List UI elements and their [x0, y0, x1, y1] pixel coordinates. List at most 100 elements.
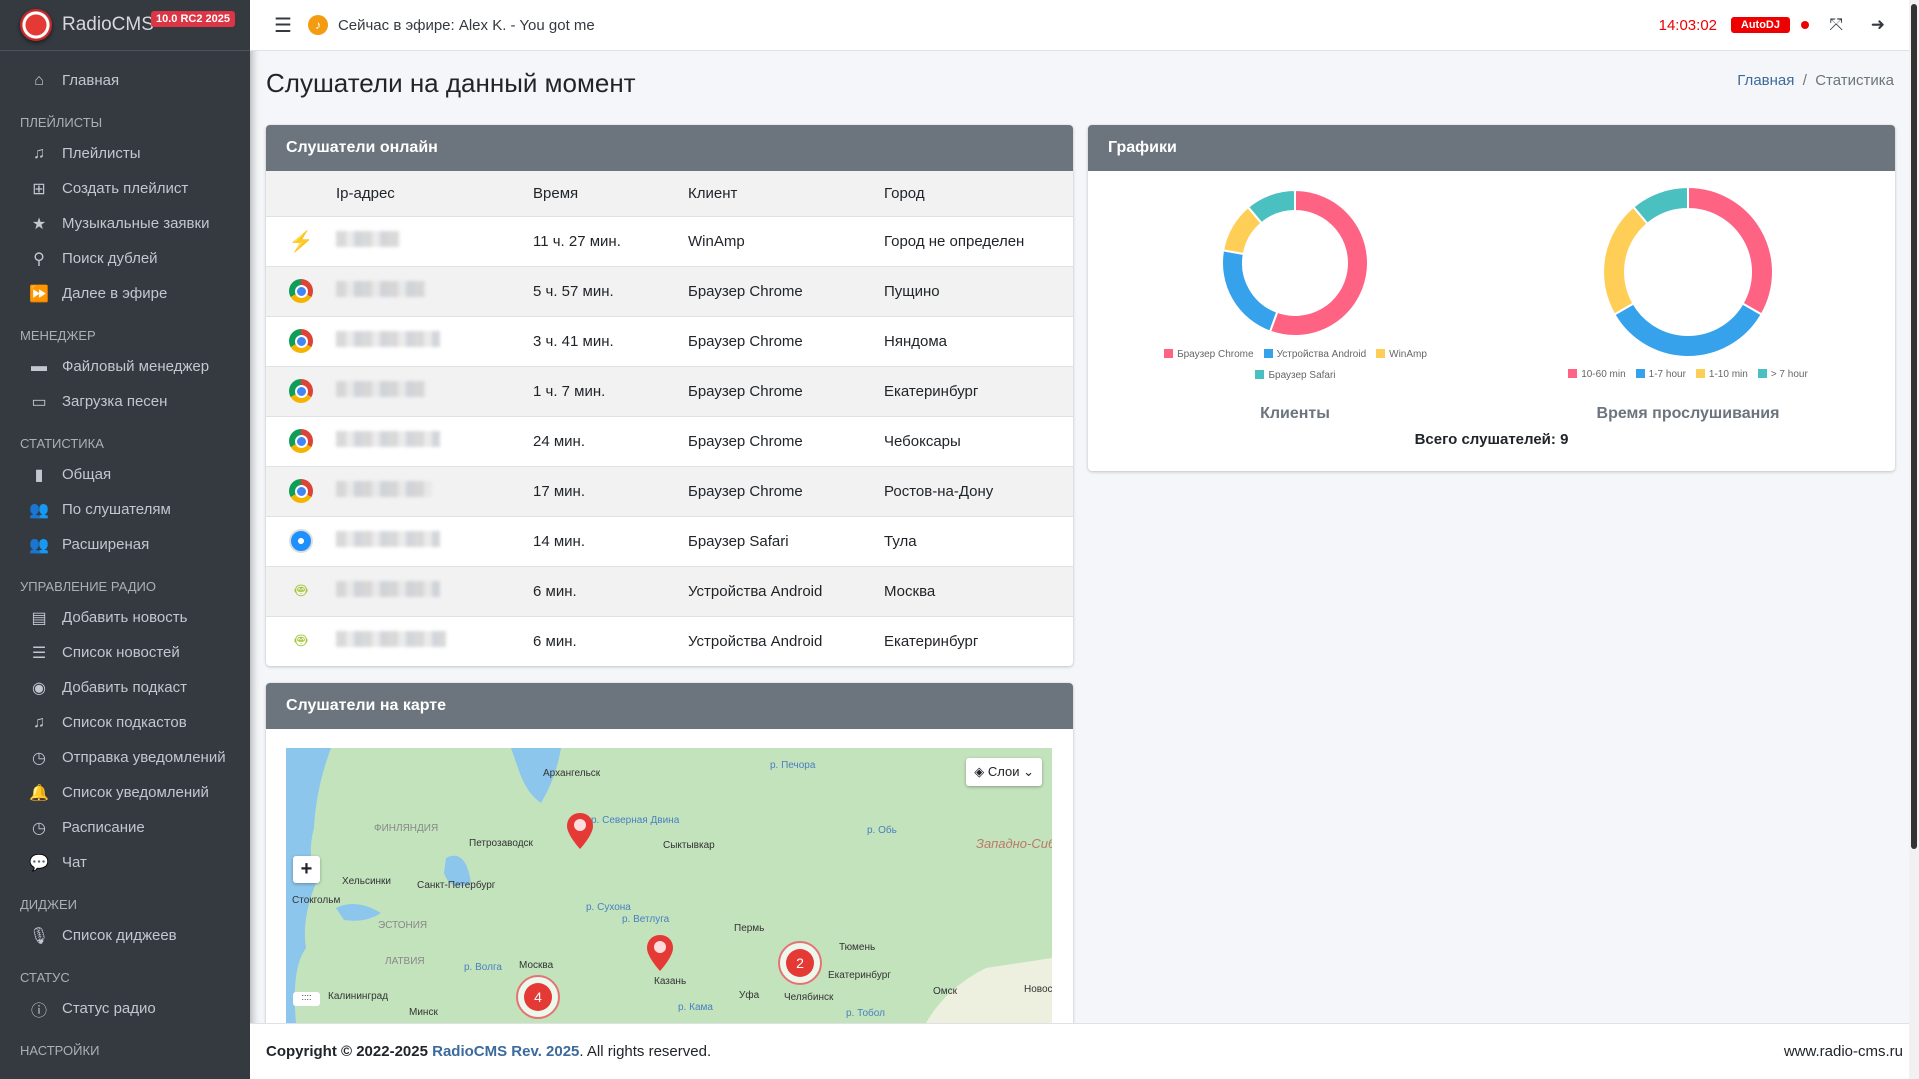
map-label: р. Волга	[464, 962, 502, 973]
map-cluster[interactable]: 4	[516, 975, 560, 1019]
donut-slice[interactable]	[1221, 249, 1279, 333]
total-listeners: Всего слушателей: 9	[1414, 431, 1569, 448]
zoom-in-button[interactable]: +	[293, 856, 320, 883]
sidebar-item[interactable]: ⊞ Создать плейлист	[0, 171, 250, 206]
legend-item[interactable]: WinAmp	[1376, 349, 1427, 360]
layers-button[interactable]: ◈ Слои ⌄	[966, 758, 1042, 786]
map-marker[interactable]	[567, 813, 593, 849]
sidebar-item[interactable]: ▬ Файловый менеджер	[0, 349, 250, 384]
sidebar-item[interactable]: ⓘ Статус радио	[0, 991, 250, 1026]
map-label: р. Печора	[770, 760, 816, 771]
sidebar-item[interactable]: 🎙 Список диджеев	[0, 918, 250, 953]
map-label: Стокгольм	[292, 895, 340, 906]
donut-slice[interactable]	[1613, 302, 1763, 358]
list-icon: ☰	[31, 644, 47, 662]
sidebar-item[interactable]: ▤ Добавить новость	[0, 600, 250, 635]
chart-title-clients: Клиенты	[1260, 405, 1330, 422]
sidebar-item-label: Создать плейлист	[62, 180, 189, 197]
sidebar-item[interactable]: ▮ Общая	[0, 457, 250, 492]
sidebar-item[interactable]: ☰ Список новостей	[0, 635, 250, 670]
map-label: Минск	[409, 1007, 438, 1018]
city: Тула	[884, 516, 1073, 567]
sidebar-item-label: Файловый менеджер	[62, 358, 210, 375]
charts-area	[1221, 185, 1774, 358]
product-link[interactable]: RadioCMS Rev. 2025	[432, 1043, 580, 1060]
map-label: р. Северная Двина	[591, 815, 680, 826]
client: Браузер Chrome	[688, 416, 884, 467]
chrome-icon	[289, 479, 313, 503]
sidebar-section-title: УПРАВЛЕНИЕ РАДИО	[20, 579, 156, 594]
map-label: Тюмень	[839, 942, 875, 953]
col-client: Клиент	[688, 171, 884, 217]
users-icon: 👥	[29, 536, 49, 554]
city: Екатеринбург	[884, 366, 1073, 417]
menu-toggle-icon[interactable]: ☰	[274, 14, 292, 37]
donut-slice[interactable]	[1268, 188, 1369, 337]
sidebar-item[interactable]: ◷ Расписание	[0, 810, 250, 845]
sidebar-item[interactable]: ◉ Добавить подкаст	[0, 670, 250, 705]
map-marker[interactable]	[647, 935, 673, 971]
sidebar-item[interactable]: ★ Музыкальные заявки	[0, 206, 250, 241]
map-cluster[interactable]: 2	[778, 941, 822, 985]
autodj-badge[interactable]: AutoDJ	[1730, 17, 1790, 33]
music-note-icon: ♪	[307, 15, 328, 35]
legend-item[interactable]: 1-7 hour	[1635, 369, 1686, 380]
legend-item[interactable]: Браузер Safari	[1255, 370, 1336, 381]
scrollbar[interactable]	[1909, 0, 1919, 1079]
sidebar-item-label: Список диджеев	[62, 927, 177, 944]
sidebar-item-home[interactable]: ⌂ Главная	[0, 63, 250, 98]
sidebar-item[interactable]: ⏩ Далее в эфире	[0, 276, 250, 311]
legend-item[interactable]: 10-60 min	[1568, 369, 1626, 380]
sidebar-item[interactable]: 💬 Чат	[0, 845, 250, 880]
card-title: Графики	[1088, 125, 1895, 171]
map-label: р. Обь	[867, 824, 897, 836]
zoom-slider-handle[interactable]: ::::	[293, 992, 320, 1006]
comments-icon: 💬	[29, 854, 49, 872]
legend-item[interactable]: 1-10 min	[1695, 369, 1748, 380]
listen-time: 5 ч. 57 мин.	[533, 266, 688, 317]
sidebar-item[interactable]: ▭ Загрузка песен	[0, 384, 250, 419]
footer: Copyright © 2022-2025 RadioCMS Rev. 2025…	[250, 1023, 1919, 1079]
map-label: Челябинск	[784, 991, 834, 1003]
table-row: 1 ч. 7 мин. Браузер Chrome Екатеринбург	[266, 366, 1073, 417]
donut-slice[interactable]	[1631, 185, 1689, 226]
sidebar-item[interactable]: 👥 Расширеная	[0, 527, 250, 562]
live-indicator-icon	[1801, 21, 1809, 29]
legend-item[interactable]: Браузер Chrome	[1164, 349, 1254, 360]
breadcrumb-current: Статистика	[1815, 72, 1894, 89]
ip-address-blurred	[336, 231, 400, 247]
brand-name: RadioCMS	[62, 14, 154, 35]
brand[interactable]: RadioCMS 10.0 RC2 2025	[0, 0, 250, 51]
sidebar-item[interactable]: ♫ Плейлисты	[0, 136, 250, 171]
legend-item[interactable]: > 7 hour	[1757, 369, 1808, 380]
ip-address-blurred	[336, 581, 440, 597]
search-icon: ⚲	[33, 250, 45, 268]
plus-square-icon: ⊞	[32, 180, 46, 198]
breadcrumb-home[interactable]: Главная	[1737, 72, 1795, 89]
sidebar-item[interactable]: ♫ Список подкастов	[0, 705, 250, 740]
donut-slice[interactable]	[1246, 188, 1296, 225]
logout-icon[interactable]: ➜	[1870, 15, 1885, 34]
sidebar-item[interactable]: ◷ Отправка уведомлений	[0, 740, 250, 775]
sidebar-item-label: Музыкальные заявки	[62, 215, 210, 232]
sidebar-item-label: Список подкастов	[62, 714, 187, 731]
signal-icon: ▮	[34, 466, 44, 484]
map-label: р. Тобол	[846, 1007, 885, 1019]
chart-title-time: Время прослушивания	[1596, 405, 1780, 422]
map-label: Петрозаводск	[469, 838, 534, 849]
fullscreen-icon[interactable]: ⤧	[1829, 15, 1843, 34]
client: Браузер Chrome	[688, 316, 884, 367]
sidebar-item[interactable]: 🔔 Список уведомлений	[0, 775, 250, 810]
ip-address-blurred	[336, 281, 426, 297]
sidebar-item[interactable]: 👥 По слушателям	[0, 492, 250, 527]
sidebar-item[interactable]: ⚲ Поиск дублей	[0, 241, 250, 276]
rights-text: . All rights reserved.	[579, 1043, 712, 1060]
map-label: Пермь	[734, 923, 764, 934]
donut-slice[interactable]	[1602, 205, 1649, 316]
chrome-icon	[289, 429, 313, 453]
sidebar-section-title: СТАТУС	[20, 970, 70, 985]
client: Браузер Chrome	[688, 266, 884, 317]
donut-slice[interactable]	[1687, 185, 1774, 316]
listeners-map[interactable]: Архангельск Петрозаводск Сыктывкар Хельсинк…	[286, 748, 1052, 1023]
legend-item[interactable]: Устройства Android	[1263, 349, 1366, 360]
